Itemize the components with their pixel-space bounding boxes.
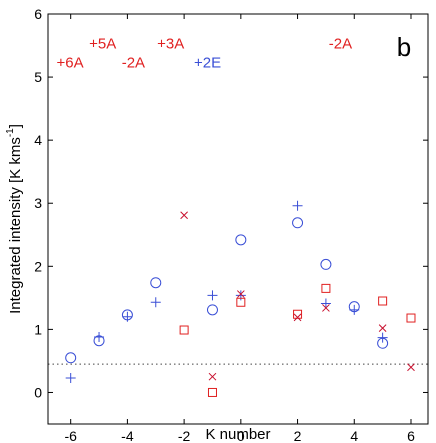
x-marker [378, 324, 387, 332]
circle-marker [292, 217, 304, 229]
plus-marker [207, 290, 218, 301]
y-axis-label-superscript: -1 [5, 128, 16, 137]
x-tick-label: -6 [64, 428, 77, 443]
plus-marker [377, 332, 388, 343]
plus-marker [65, 372, 76, 383]
label-annotation: +3A [157, 36, 184, 53]
x-tick-label: -2 [178, 428, 191, 443]
x-marker [180, 211, 188, 220]
plus-marker [94, 331, 105, 342]
x-marker [208, 372, 217, 381]
label-annotation: -2A [122, 55, 145, 72]
y-tick-label: 0 [34, 384, 42, 400]
circle-marker [320, 258, 332, 270]
square-marker [207, 387, 217, 397]
x-tick-label: 0 [237, 428, 245, 443]
label-annotation: -2A [329, 36, 352, 53]
square-marker [406, 313, 416, 323]
x-tick-label: 6 [407, 428, 415, 443]
y-tick-label: 5 [34, 69, 42, 85]
y-tick-label: 3 [34, 195, 42, 211]
circle-marker [235, 234, 247, 246]
x-marker [236, 290, 245, 298]
x-tick-label: -4 [121, 428, 134, 443]
square-marker [321, 283, 331, 293]
circle-marker [206, 304, 218, 316]
data-points-layer [65, 200, 416, 397]
tick-layer: -6 -4 -2 0 2 4 6 0 1 2 3 4 5 6 [34, 6, 428, 443]
annotation-layer: +5A +3A -2A +6A -2A +2E [57, 36, 353, 72]
label-annotation: +5A [89, 36, 116, 53]
square-marker [236, 297, 246, 307]
x-marker [407, 363, 415, 372]
square-marker [378, 296, 388, 306]
square-marker [179, 325, 189, 335]
plus-marker [320, 298, 331, 309]
plus-marker [150, 297, 161, 308]
x-tick-label: 4 [350, 428, 358, 443]
y-tick-label: 4 [34, 132, 42, 148]
plus-marker [292, 200, 303, 211]
y-axis-label: Integrated intensity [K kms-1] [5, 124, 24, 314]
y-axis-label-end: ] [7, 124, 24, 128]
y-tick-label: 1 [34, 321, 42, 337]
label-annotation: +6A [57, 55, 84, 72]
y-tick-label: 6 [34, 6, 42, 22]
plus-marker [122, 311, 133, 322]
x-axis-label: K number [205, 426, 270, 443]
y-axis-label-main: Integrated intensity [K kms [7, 137, 24, 314]
plot-frame [47, 13, 429, 425]
y-tick-label: 2 [34, 258, 42, 274]
x-marker [322, 304, 330, 312]
x-marker [293, 313, 302, 322]
square-marker [293, 309, 303, 319]
circle-marker [65, 352, 77, 364]
plus-marker [349, 304, 360, 315]
label-annotation: +2E [194, 55, 221, 72]
x-tick-label: 2 [294, 428, 302, 443]
panel-label: b [397, 32, 411, 62]
circle-marker [150, 277, 162, 289]
